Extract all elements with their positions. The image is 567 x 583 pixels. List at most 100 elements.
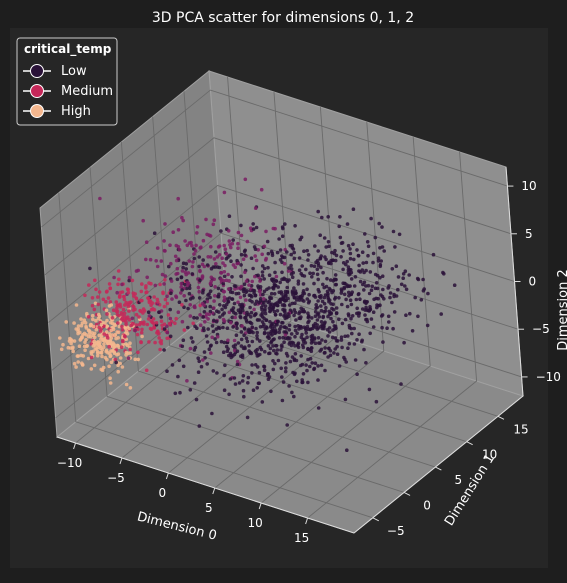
- scatter-point-low: [249, 310, 254, 315]
- scatter-point-low: [260, 273, 265, 278]
- scatter-point-medium: [163, 249, 167, 253]
- scatter-point-low: [260, 320, 265, 324]
- scatter-point-low: [292, 313, 296, 318]
- scatter-point-low: [213, 337, 217, 341]
- scatter-point-medium: [188, 346, 193, 351]
- scatter-point-low: [213, 265, 217, 269]
- scatter-point-low: [401, 272, 406, 276]
- scatter-point-low: [399, 282, 404, 287]
- scatter-point-low: [332, 351, 336, 355]
- scatter-point-medium: [105, 312, 109, 316]
- scatter-point-low: [261, 303, 265, 307]
- scatter-point-low: [326, 215, 331, 219]
- scatter-point-low: [198, 278, 202, 283]
- scatter-point-low: [357, 263, 361, 268]
- scatter-point-low: [368, 306, 372, 311]
- scatter-point-low: [302, 309, 307, 314]
- scatter-point-low: [312, 324, 316, 329]
- scatter-point-low: [242, 333, 246, 338]
- scatter-point-low: [373, 272, 378, 277]
- scatter-point-medium: [174, 272, 178, 276]
- scatter-point-low: [274, 343, 278, 348]
- scatter-point-low: [333, 258, 338, 263]
- scatter-point-low: [323, 346, 328, 350]
- scatter-point-medium: [209, 275, 214, 280]
- scatter-point-low: [293, 310, 298, 315]
- scatter-point-medium: [123, 334, 127, 338]
- scatter-point-low: [268, 320, 272, 324]
- scatter-point-high: [82, 344, 87, 349]
- scatter-point-low: [348, 298, 353, 303]
- scatter-point-low: [348, 251, 353, 256]
- scatter-point-low: [222, 340, 227, 345]
- scatter-point-low: [186, 325, 190, 330]
- scatter-point-medium: [228, 320, 233, 325]
- scatter-point-medium: [107, 344, 111, 349]
- scatter-point-high: [95, 347, 99, 351]
- scatter-point-medium: [160, 272, 165, 277]
- scatter-point-low: [262, 277, 267, 281]
- scatter-point-medium: [163, 297, 168, 302]
- scatter-point-low: [197, 264, 201, 269]
- scatter-point-medium: [212, 299, 216, 303]
- scatter-point-low: [263, 304, 268, 308]
- grid-line-y: [152, 116, 467, 443]
- scatter-point-low: [222, 388, 227, 393]
- z-tick-label: 0: [529, 275, 537, 289]
- grid-line-z: [48, 184, 515, 323]
- scatter-point-low: [244, 313, 249, 317]
- scatter-point-medium: [224, 252, 229, 256]
- scatter-point-low: [262, 289, 267, 294]
- scatter-point-low: [344, 297, 348, 302]
- scatter-point-low: [225, 326, 230, 331]
- scatter-point-medium: [153, 283, 158, 288]
- scatter-point-medium: [127, 275, 132, 280]
- scatter-point-medium: [222, 295, 227, 300]
- scatter-point-low: [184, 262, 189, 266]
- scatter-point-low: [285, 279, 290, 284]
- scatter-point-low: [350, 314, 355, 318]
- scatter-point-high: [79, 317, 83, 321]
- scatter-point-low: [312, 366, 317, 371]
- scatter-point-low: [347, 341, 352, 346]
- scatter-point-low: [362, 347, 366, 352]
- scatter-point-low: [263, 307, 267, 311]
- scatter-point-low: [301, 289, 306, 293]
- scatter-point-low: [341, 281, 346, 286]
- scatter-point-low: [381, 340, 385, 344]
- scatter-point-medium: [177, 248, 182, 252]
- z-axis-label: Dimension 2: [556, 269, 567, 351]
- scatter-point-high: [136, 357, 140, 362]
- scatter-point-low: [239, 304, 244, 309]
- scatter-point-high: [79, 337, 83, 341]
- scatter-point-low: [234, 321, 238, 326]
- grid-lines: [41, 76, 522, 519]
- scatter-point-medium: [227, 287, 231, 291]
- scatter-point-high: [88, 331, 92, 336]
- scatter-point-low: [214, 319, 219, 324]
- scatter-point-medium: [130, 278, 135, 283]
- scatter-point-low: [391, 229, 396, 234]
- scatter-point-high: [77, 344, 82, 349]
- y-tick-label: −5: [387, 524, 405, 538]
- scatter-point-low: [231, 325, 235, 329]
- scatter-point-high: [86, 356, 91, 361]
- scatter-point-low: [346, 346, 350, 351]
- scatter-point-low: [242, 282, 247, 287]
- scatter-point-medium: [116, 321, 120, 325]
- scatter-point-low: [250, 300, 254, 304]
- scatter-point-low: [316, 406, 321, 410]
- scatter-point-medium: [200, 301, 205, 306]
- scatter-point-low: [375, 303, 379, 307]
- scatter-point-low: [241, 308, 245, 313]
- scatter-point-medium: [157, 336, 161, 340]
- scatter-point-high: [109, 303, 114, 307]
- y-tick-label: 5: [455, 473, 463, 487]
- scatter-point-low: [291, 370, 295, 375]
- scatter-point-low: [333, 248, 337, 253]
- scatter-point-low: [334, 282, 339, 287]
- scatter-point-medium: [174, 316, 178, 321]
- scatter-point-high: [102, 342, 106, 346]
- grid-line-y: [183, 91, 499, 417]
- grid-line-z: [51, 232, 519, 371]
